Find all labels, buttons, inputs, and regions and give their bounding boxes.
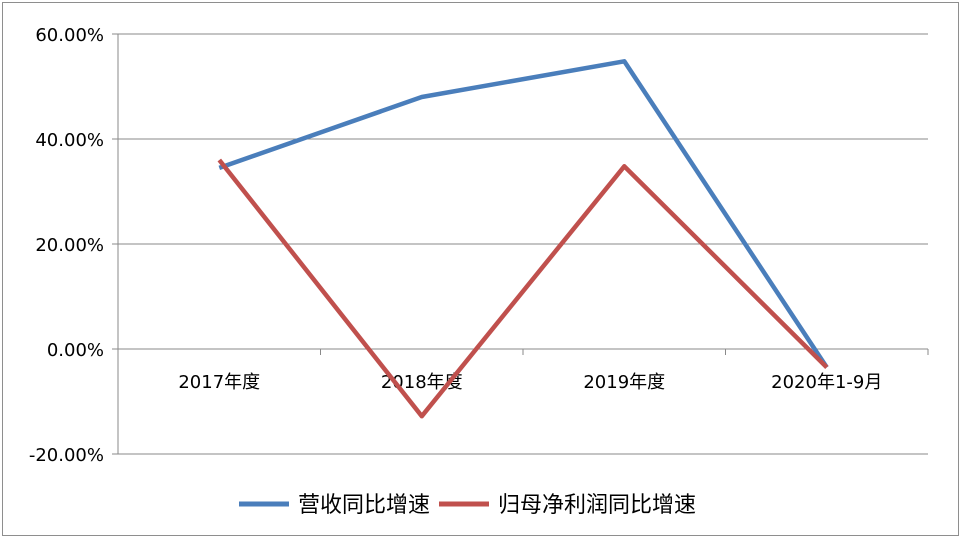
series-line-2	[219, 160, 827, 416]
series-lines	[219, 61, 827, 416]
y-tick-label: 40.00%	[35, 130, 104, 151]
legend-label: 营收同比增速	[298, 493, 430, 518]
x-tick-label: 2017年度	[178, 372, 260, 393]
legend-label: 归母净利润同比增速	[498, 493, 696, 518]
y-tick-label: 20.00%	[35, 235, 104, 256]
line-chart: -20.00% 0.00% 20.00% 40.00% 60.00% 2017年度 201…	[3, 3, 960, 537]
y-axis: -20.00% 0.00% 20.00% 40.00% 60.00%	[29, 25, 118, 466]
x-tick-label: 2019年度	[583, 372, 665, 393]
y-tick-label: 60.00%	[35, 25, 104, 46]
series-line-1	[219, 61, 827, 367]
x-tick-label: 2020年1-9月	[771, 372, 882, 393]
y-tick-label: -20.00%	[29, 445, 104, 466]
legend: 营收同比增速 归母净利润同比增速	[239, 493, 696, 518]
y-tick-label: 0.00%	[47, 340, 104, 361]
